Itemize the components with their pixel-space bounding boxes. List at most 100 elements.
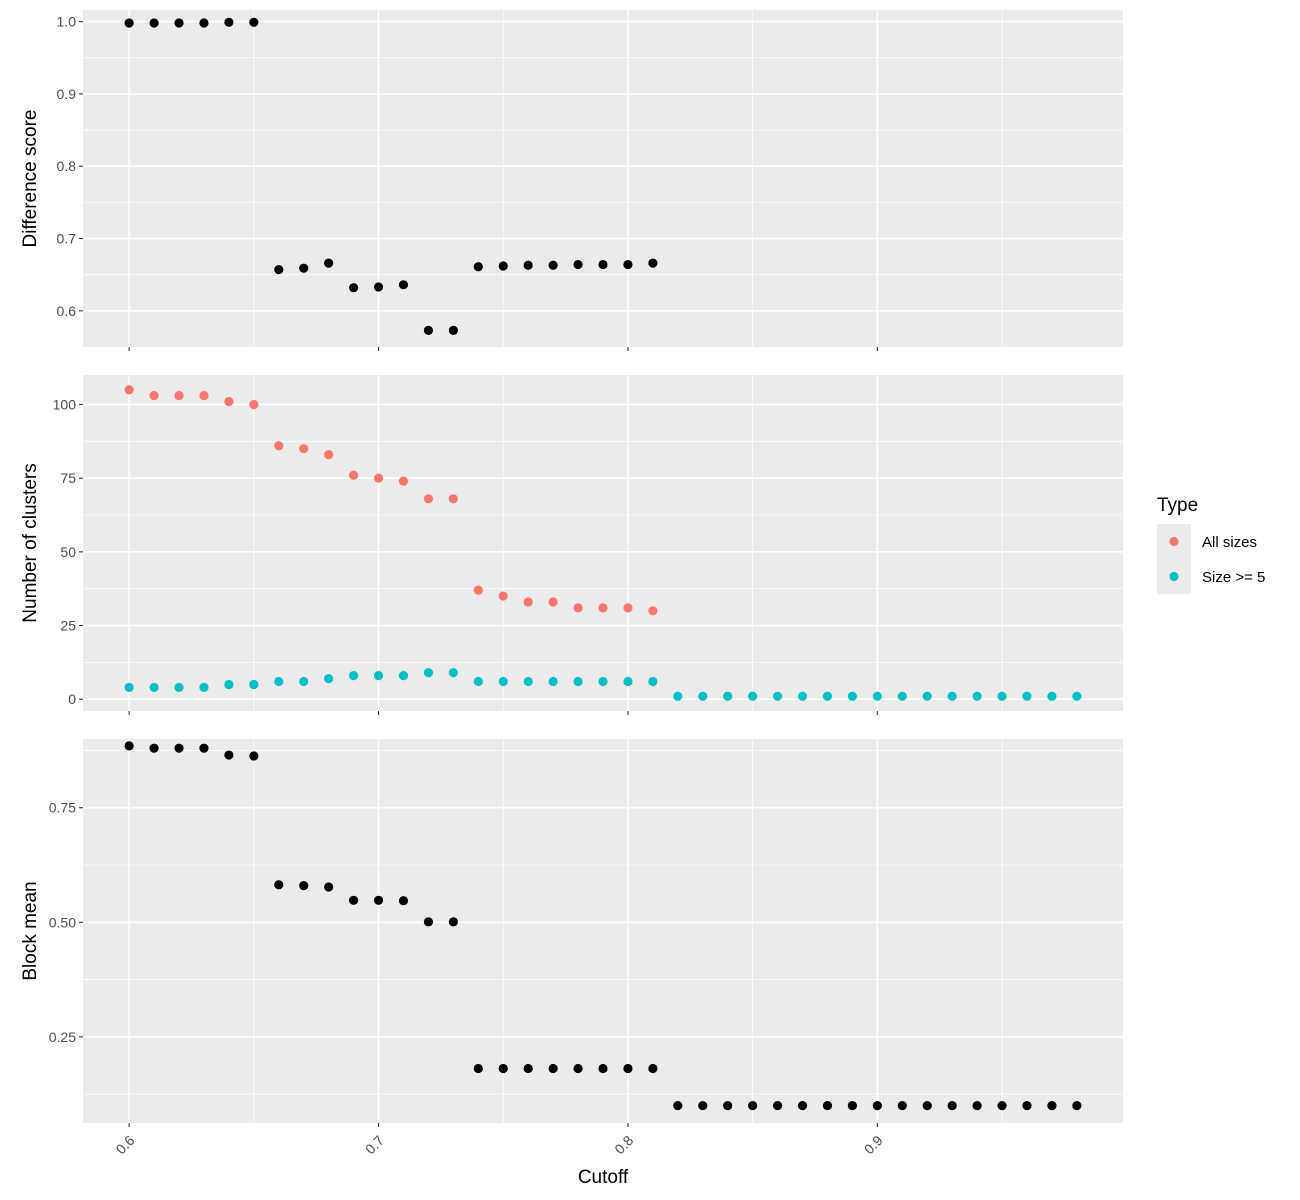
data-point <box>648 676 658 687</box>
data-point <box>1047 1100 1057 1111</box>
panel-3: 0.25 0.50 0.75 Block mean <box>20 739 1123 1127</box>
x-tick-label: 0.9 <box>861 1132 886 1157</box>
data-point <box>997 1100 1007 1111</box>
data-point <box>274 265 284 275</box>
data-point <box>897 691 907 701</box>
y-tick-label: 0.8 <box>57 158 77 174</box>
data-point <box>274 441 284 451</box>
data-point <box>922 691 932 701</box>
data-point <box>573 676 583 687</box>
data-point <box>124 18 134 28</box>
data-point <box>498 591 508 601</box>
data-point <box>673 1100 683 1111</box>
data-point <box>249 399 259 410</box>
data-point <box>398 671 409 681</box>
data-point <box>897 1100 907 1111</box>
y-tick-label: 0 <box>68 691 76 707</box>
data-point <box>249 751 259 761</box>
data-point <box>473 1063 483 1074</box>
data-point <box>249 17 259 27</box>
data-point <box>324 882 334 892</box>
data-point <box>523 676 533 687</box>
data-point <box>523 1063 533 1074</box>
panel-background <box>83 739 1123 1123</box>
data-point <box>274 676 284 687</box>
data-point <box>648 606 658 616</box>
data-point <box>623 259 633 270</box>
data-point <box>797 691 808 701</box>
data-point <box>398 280 409 290</box>
legend-label: Size >= 5 <box>1202 569 1265 586</box>
legend-key-point <box>1169 536 1179 547</box>
data-point <box>149 682 159 693</box>
data-point <box>947 1100 957 1111</box>
data-point <box>398 896 409 906</box>
data-point <box>324 258 334 268</box>
y-tick-label: 0.6 <box>57 303 77 319</box>
data-point <box>498 261 508 271</box>
data-point <box>598 259 608 270</box>
data-point <box>1047 691 1057 701</box>
panel-background <box>83 10 1123 347</box>
data-point <box>573 1063 583 1074</box>
data-point <box>348 470 359 480</box>
data-point <box>174 743 184 753</box>
y-tick-label: 1.0 <box>57 14 77 30</box>
y-tick-label: 50 <box>60 544 76 560</box>
legend: Type All sizes Size >= 5 <box>1157 495 1265 594</box>
data-point <box>598 676 608 687</box>
data-point <box>448 917 458 927</box>
y-tick-label: 0.25 <box>49 1029 76 1045</box>
data-point <box>748 691 758 701</box>
data-point <box>1022 691 1032 701</box>
data-point <box>224 396 234 407</box>
y-tick-label: 0.7 <box>57 231 77 247</box>
data-point <box>124 385 134 395</box>
data-point <box>1022 1100 1032 1111</box>
data-point <box>623 1063 633 1074</box>
data-point <box>872 691 882 701</box>
data-point <box>423 917 434 927</box>
y-axis-title: Number of clusters <box>20 463 41 622</box>
data-point <box>772 691 783 701</box>
panel-2: 0 25 50 75 100 Number of clusters <box>20 375 1123 715</box>
data-point <box>373 671 384 681</box>
panel-1: 0.6 0.7 0.8 0.9 1.0 Difference score <box>20 10 1123 351</box>
legend-title: Type <box>1157 495 1198 516</box>
data-point <box>822 1100 833 1111</box>
data-point <box>149 743 159 753</box>
data-point <box>324 673 334 684</box>
data-point <box>997 691 1007 701</box>
data-point <box>648 258 658 268</box>
data-point <box>623 676 633 687</box>
data-point <box>174 391 184 401</box>
data-point <box>199 391 209 401</box>
data-point <box>648 1063 658 1074</box>
data-point <box>448 668 458 678</box>
y-axis-title: Difference score <box>20 110 41 248</box>
y-axis-title: Block mean <box>20 881 41 980</box>
y-tick-label: 75 <box>60 470 76 486</box>
data-point <box>822 691 833 701</box>
data-point <box>922 1100 932 1111</box>
legend-label: All sizes <box>1202 534 1257 551</box>
data-point <box>723 1100 733 1111</box>
data-point <box>149 391 159 401</box>
data-point <box>698 691 708 701</box>
data-point <box>423 668 434 678</box>
series-1 <box>124 741 1082 1111</box>
data-point <box>373 473 384 483</box>
data-point <box>174 18 184 28</box>
data-point <box>548 1063 558 1074</box>
data-point <box>423 325 434 335</box>
data-point <box>523 597 533 607</box>
data-point <box>373 895 384 905</box>
data-point <box>598 1063 608 1074</box>
x-axis-title: Cutoff <box>578 1167 629 1188</box>
data-point <box>548 597 558 607</box>
data-point <box>348 283 359 293</box>
data-point <box>224 17 234 27</box>
data-point <box>772 1100 783 1111</box>
data-point <box>847 1100 858 1111</box>
series-all-sizes <box>124 385 658 616</box>
